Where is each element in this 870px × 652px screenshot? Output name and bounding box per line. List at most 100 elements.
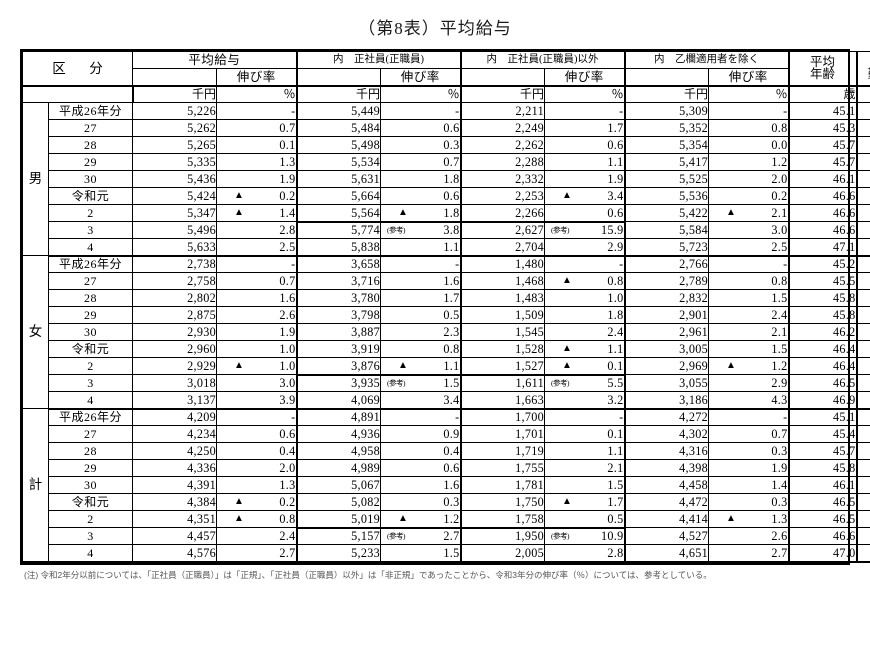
avg-service-value: 13.7 — [857, 171, 870, 188]
table-row: 272,7580.73,7161.61,468▲0.82,7890.845.59… — [23, 273, 870, 290]
table-row: 282,8021.63,7801.71,4831.02,8321.545.89.… — [23, 290, 870, 307]
hiseishain-value: 1,719 — [461, 443, 545, 460]
hiseishain-rate-value: 15.9 — [601, 223, 624, 237]
header-group-seishain: 内 正社員(正職員) — [297, 52, 461, 69]
reference-marker: (参考) — [551, 227, 569, 235]
header-row-growth-rate: 伸び率 伸び率 伸び率 伸び率 — [23, 69, 870, 86]
avg-salary-rate-value: - — [291, 410, 295, 424]
seishain-rate-value: 3.4 — [443, 393, 459, 407]
seishain-rate-value: - — [455, 257, 459, 271]
hiseishain-value: 1,527 — [461, 358, 545, 375]
otsuran-rate-value: 1.2 — [771, 359, 787, 373]
seishain-value: 5,564 — [297, 205, 381, 222]
table-footnote: (注) 令和2年分以前については、「正社員（正職員）」は「正規」、「正社員（正職… — [24, 570, 846, 581]
otsuran-rate: 2.5 — [709, 239, 789, 256]
hiseishain-rate-value: 1.7 — [607, 121, 623, 135]
otsuran-rate: 2.6 — [709, 528, 789, 545]
hiseishain-rate-value: 1.1 — [607, 155, 623, 169]
hiseishain-rate-value: 3.4 — [607, 189, 623, 203]
negative-triangle-icon: ▲ — [726, 514, 736, 524]
otsuran-value: 5,584 — [625, 222, 709, 239]
otsuran-rate-value: 0.0 — [771, 138, 787, 152]
hiseishain-rate-value: 1.1 — [607, 444, 623, 458]
avg-salary-value: 5,262 — [133, 120, 217, 137]
avg-service-value: 11.9 — [857, 460, 870, 477]
header-row-group-labels: 区 分 平均給与 内 正社員(正職員) 内 正社員(正職員)以外 内 乙欄適用者… — [23, 52, 870, 69]
avg-salary-rate: - — [217, 103, 297, 120]
units-spacer-year — [49, 86, 133, 103]
negative-triangle-icon: ▲ — [562, 361, 572, 371]
seishain-rate-value: 1.1 — [443, 240, 459, 254]
seishain-value: 4,936 — [297, 426, 381, 443]
seishain-rate-value: 1.2 — [443, 512, 459, 526]
avg-salary-value: 2,960 — [133, 341, 217, 358]
seishain-value: 3,935 — [297, 375, 381, 392]
hiseishain-value: 1,545 — [461, 324, 545, 341]
seishain-value: 5,498 — [297, 137, 381, 154]
otsuran-value: 4,316 — [625, 443, 709, 460]
hiseishain-value: 2,005 — [461, 545, 545, 562]
hiseishain-rate: (参考)5.5 — [545, 375, 625, 392]
otsuran-value: 4,472 — [625, 494, 709, 511]
seishain-value: 5,631 — [297, 171, 381, 188]
otsuran-rate-value: - — [783, 410, 787, 424]
avg-service-value: 13.4 — [857, 154, 870, 171]
seishain-rate-value: 1.8 — [443, 172, 459, 186]
avg-salary-rate-value: 0.7 — [279, 121, 295, 135]
reference-marker: (参考) — [387, 227, 405, 235]
units-seishain-rate: ％ — [381, 86, 461, 103]
seishain-rate: 0.7 — [381, 154, 461, 171]
year-label: 28 — [49, 137, 133, 154]
avg-salary-rate: 0.1 — [217, 137, 297, 154]
avg-age-value: 46.1 — [789, 477, 857, 494]
avg-age-value: 46.4 — [789, 341, 857, 358]
page-title: （第8表）平均給与 — [0, 14, 870, 39]
seishain-value: 3,658 — [297, 256, 381, 273]
seishain-value: 5,233 — [297, 545, 381, 562]
avg-salary-rate: ▲1.4 — [217, 205, 297, 222]
table-row: 292,8752.63,7980.51,5091.82,9012.445.89.… — [23, 307, 870, 324]
otsuran-rate: 0.0 — [709, 137, 789, 154]
otsuran-rate: 2.4 — [709, 307, 789, 324]
seishain-rate-value: - — [455, 104, 459, 118]
avg-salary-rate: ▲0.8 — [217, 511, 297, 528]
seishain-rate-value: 1.1 — [443, 359, 459, 373]
avg-salary-rate: 2.0 — [217, 460, 297, 477]
otsuran-rate: 2.1 — [709, 324, 789, 341]
negative-triangle-icon: ▲ — [726, 208, 736, 218]
avg-salary-rate-value: 2.6 — [279, 308, 295, 322]
otsuran-rate: ▲1.3 — [709, 511, 789, 528]
avg-age-value: 46.6 — [789, 205, 857, 222]
otsuran-rate: 2.0 — [709, 171, 789, 188]
hiseishain-value: 2,253 — [461, 188, 545, 205]
hiseishain-rate: - — [545, 409, 625, 426]
seishain-value: 5,774 — [297, 222, 381, 239]
otsuran-value: 4,458 — [625, 477, 709, 494]
avg-salary-rate: 0.4 — [217, 443, 297, 460]
units-otsuran-rate: ％ — [709, 86, 789, 103]
header-spacer-otsuran — [625, 69, 709, 86]
avg-salary-rate: 1.3 — [217, 154, 297, 171]
seishain-value: 5,157 — [297, 528, 381, 545]
avg-service-value: 10.0 — [857, 341, 870, 358]
seishain-rate-value: 2.3 — [443, 325, 459, 339]
avg-salary-value: 4,351 — [133, 511, 217, 528]
avg-salary-value: 5,436 — [133, 171, 217, 188]
otsuran-rate-value: 0.7 — [771, 427, 787, 441]
otsuran-rate: 1.2 — [709, 154, 789, 171]
seishain-rate: 1.8 — [381, 171, 461, 188]
otsuran-value: 2,789 — [625, 273, 709, 290]
seishain-rate-value: 1.5 — [443, 376, 459, 390]
hiseishain-rate: 2.1 — [545, 460, 625, 477]
hiseishain-rate: 1.1 — [545, 154, 625, 171]
hiseishain-value: 2,288 — [461, 154, 545, 171]
year-label: 30 — [49, 171, 133, 188]
negative-triangle-icon: ▲ — [398, 208, 408, 218]
seishain-rate: - — [381, 103, 461, 120]
year-label: 30 — [49, 477, 133, 494]
avg-salary-rate-value: 2.8 — [279, 223, 295, 237]
avg-age-value: 46.5 — [789, 511, 857, 528]
